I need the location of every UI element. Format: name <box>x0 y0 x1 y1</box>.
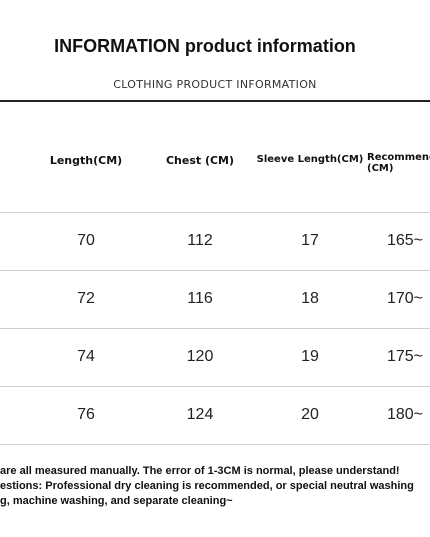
row-divider <box>0 444 430 445</box>
table-cell: 72 <box>77 290 95 307</box>
table-cell: 76 <box>77 406 95 423</box>
subtitle: CLOTHING PRODUCT INFORMATION <box>113 78 317 91</box>
row-divider <box>0 270 430 271</box>
table-cell: 175~ <box>386 348 424 365</box>
row-divider <box>0 212 430 213</box>
column-header: Sleeve Length(CM) <box>256 154 364 165</box>
column-header: Recommended (CM) <box>367 152 430 174</box>
row-divider <box>0 328 430 329</box>
divider <box>0 100 430 102</box>
table-cell: 112 <box>187 232 213 249</box>
table-cell: 165~ <box>386 232 424 249</box>
title: INFORMATION product information <box>54 36 356 56</box>
column-header: Length(CM) <box>49 154 123 167</box>
table-cell: 116 <box>187 290 213 307</box>
table-cell: 18 <box>301 290 319 307</box>
column-header: Chest (CM) <box>165 154 235 167</box>
table-cell: 120 <box>186 348 214 365</box>
table-cell: 19 <box>301 348 319 365</box>
table-cell: 124 <box>186 406 214 423</box>
table-cell: 74 <box>77 348 95 365</box>
table-cell: 180~ <box>386 406 424 423</box>
note: estions: Professional dry cleaning is re… <box>0 480 414 492</box>
note: g, machine washing, and separate cleanin… <box>0 495 233 507</box>
table-cell: 17 <box>301 232 319 249</box>
row-divider <box>0 386 430 387</box>
table-cell: 20 <box>301 406 319 423</box>
table-cell: 70 <box>77 232 95 249</box>
note: are all measured manually. The error of … <box>0 465 400 477</box>
table-cell: 170~ <box>386 290 424 307</box>
